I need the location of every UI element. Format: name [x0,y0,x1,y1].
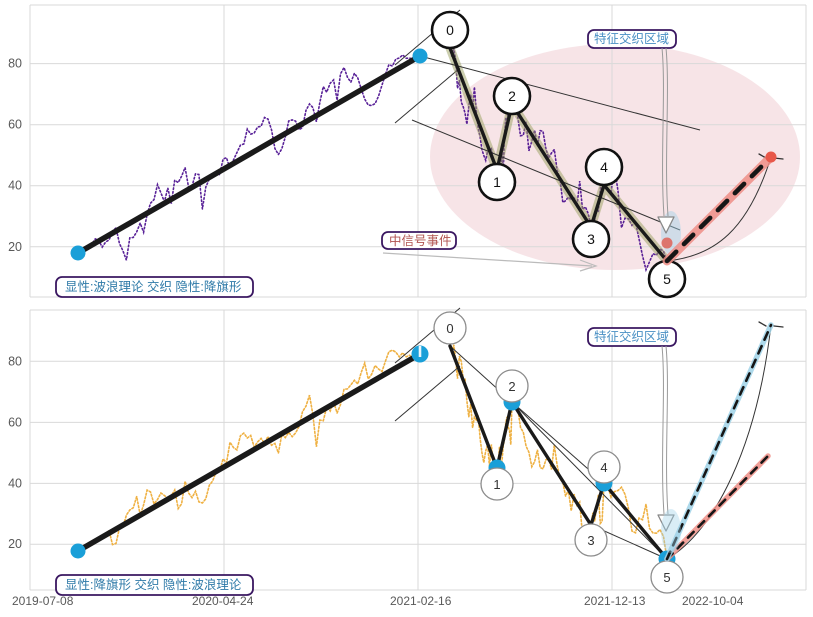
svg-text:特征交织区域: 特征交织区域 [594,31,669,46]
svg-text:4: 4 [600,460,607,475]
svg-text:1: 1 [493,174,501,190]
svg-text:2021-12-13: 2021-12-13 [584,594,646,608]
svg-text:2: 2 [508,88,516,104]
svg-text:40: 40 [8,476,22,490]
svg-text:2: 2 [508,379,515,394]
svg-text:20: 20 [8,240,22,254]
svg-text:60: 60 [8,118,22,132]
svg-text:20: 20 [8,537,22,551]
svg-text:2020-04-24: 2020-04-24 [192,594,254,608]
svg-text:80: 80 [8,57,22,71]
svg-text:40: 40 [8,179,22,193]
svg-text:0: 0 [446,22,454,38]
svg-text:3: 3 [587,533,594,548]
svg-text:中信号事件: 中信号事件 [389,233,452,248]
svg-text:2021-02-16: 2021-02-16 [390,594,452,608]
svg-text:1: 1 [493,477,500,492]
svg-text:显性:波浪理论 交织 隐性:降旗形: 显性:波浪理论 交织 隐性:降旗形 [65,279,242,294]
svg-text:60: 60 [8,415,22,429]
svg-text:0: 0 [446,321,453,336]
svg-text:80: 80 [8,354,22,368]
svg-text:4: 4 [600,159,608,175]
svg-text:2022-10-04: 2022-10-04 [682,594,744,608]
svg-text:特征交织区域: 特征交织区域 [594,329,669,344]
svg-text:5: 5 [663,570,670,585]
svg-text:显性:降旗形 交织 隐性:波浪理论: 显性:降旗形 交织 隐性:波浪理论 [65,577,242,592]
svg-text:5: 5 [663,271,671,287]
svg-text:3: 3 [587,231,595,247]
svg-text:2019-07-08: 2019-07-08 [12,594,74,608]
